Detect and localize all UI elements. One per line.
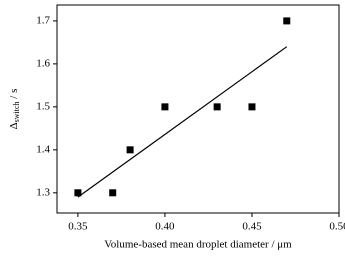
x-axis-label: Volume-based mean droplet diameter / μm xyxy=(104,239,292,251)
plot-frame xyxy=(56,4,340,214)
y-label-symbol: Δ xyxy=(8,122,20,129)
x-tick-label: 0.50 xyxy=(329,221,345,233)
x-tick-label: 0.35 xyxy=(68,221,88,233)
point xyxy=(109,189,117,197)
x-tick-label: 0.45 xyxy=(242,221,262,233)
point xyxy=(248,103,256,111)
point xyxy=(161,103,169,111)
y-tick-label: 1.4 xyxy=(36,143,50,155)
point xyxy=(283,17,291,25)
point xyxy=(74,189,82,197)
fit-line xyxy=(77,46,288,198)
y-label-subscript: switch xyxy=(12,101,21,122)
y-label-unit: / s xyxy=(8,89,20,102)
y-tick-label: 1.6 xyxy=(36,57,50,69)
y-tick-label: 1.7 xyxy=(36,14,50,26)
point xyxy=(213,103,221,111)
y-tick-label: 1.3 xyxy=(36,186,50,198)
x-tick-label: 0.40 xyxy=(155,221,175,233)
y-tick-label: 1.5 xyxy=(36,100,50,112)
point xyxy=(126,146,134,154)
y-axis-label: Δswitch / s xyxy=(8,89,21,130)
